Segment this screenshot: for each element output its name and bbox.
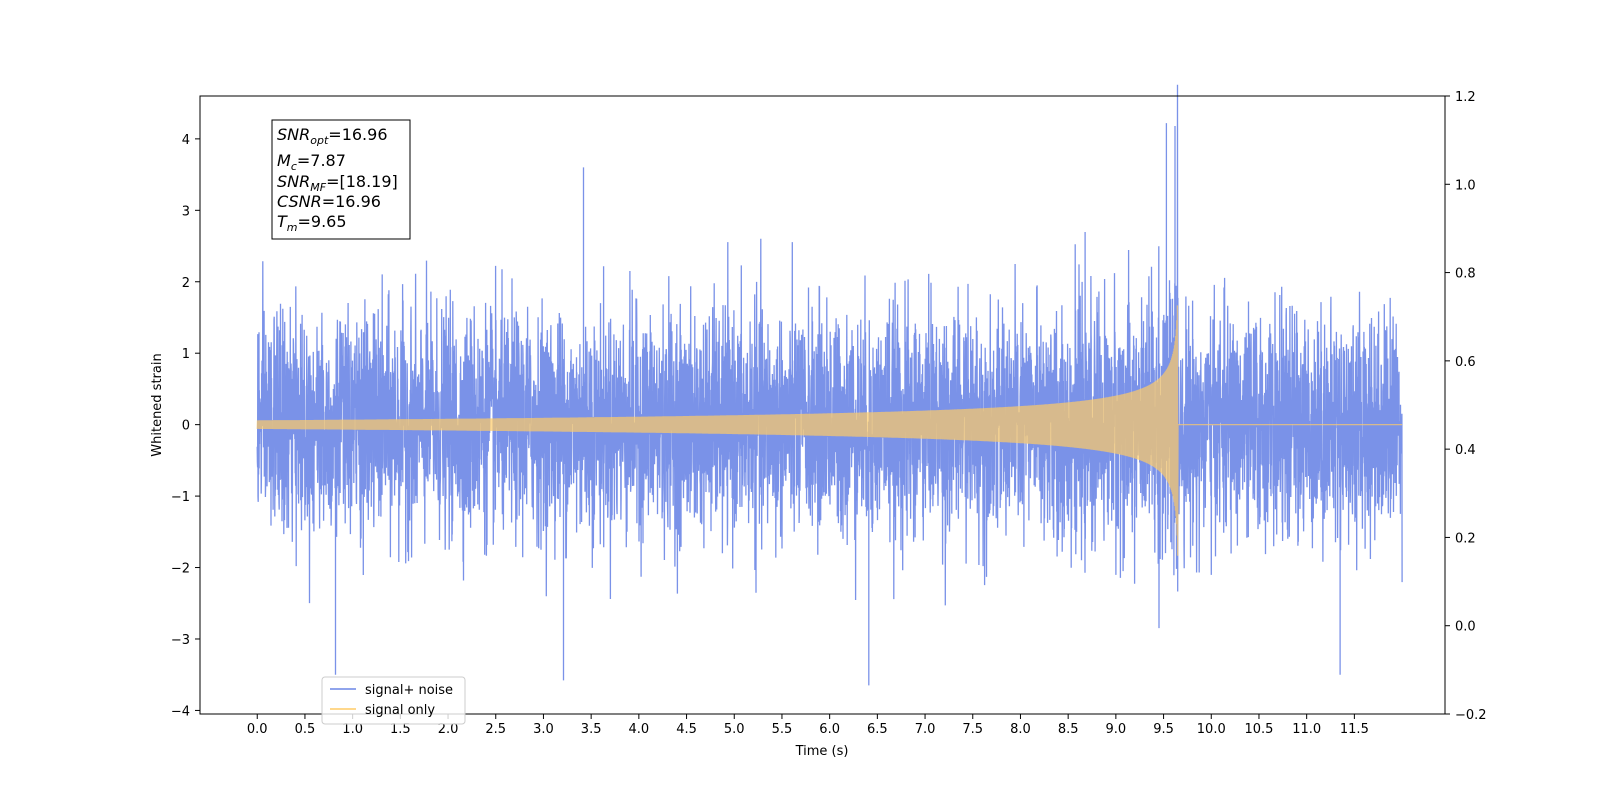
x-tick-label: 1.5 (390, 722, 411, 737)
x-tick-label: 11.5 (1340, 722, 1369, 737)
y-tick-label: −2 (171, 562, 190, 577)
x-tick-label: 5.0 (724, 722, 745, 737)
annotation-line: Mc=7.87 (277, 151, 346, 173)
y-tick-label: −1 (171, 490, 190, 505)
y2-tick-label: 0.0 (1455, 620, 1476, 635)
annotation-box: SNRopt=16.96 Mc=7.87SNRMF=[18.19]CSNR=16.… (271, 119, 411, 240)
x-tick-label: 3.0 (533, 722, 554, 737)
x-axis-label: Time (s) (795, 744, 849, 759)
y2-tick-label: 0.8 (1455, 267, 1476, 282)
annotation-line: Tm=9.65 (277, 212, 347, 234)
annotation-line: SNRopt=16.96 (277, 125, 388, 147)
y-tick-label: 3 (182, 204, 190, 219)
x-tick-label: 11.0 (1292, 722, 1321, 737)
x-tick-label: 4.5 (676, 722, 697, 737)
y-tick-label: 1 (182, 347, 190, 362)
y2-tick-label: 0.4 (1455, 443, 1476, 458)
x-axis: 0.0 0.5 1.0 1.5 2.0 2.5 3.0 3.5 4.0 4.5 5.0 5.5 6.0 6… (247, 714, 1369, 737)
y-tick-label: −3 (171, 633, 190, 648)
y2-tick-label: 0.2 (1455, 531, 1476, 546)
y-axis-right: −0.2 0.0 0.2 0.4 0.6 0.8 1.0 1.2 (1445, 90, 1487, 723)
x-tick-label: 5.5 (772, 722, 793, 737)
x-tick-label: 8.0 (1010, 722, 1031, 737)
legend: signal+ noise signal only (321, 676, 466, 725)
x-tick-label: 10.5 (1244, 722, 1273, 737)
x-tick-label: 4.0 (629, 722, 650, 737)
x-tick-label: 6.5 (867, 722, 888, 737)
y-tick-label: 2 (182, 276, 190, 291)
x-tick-label: 10.0 (1197, 722, 1226, 737)
signal-trace (256, 305, 1403, 556)
x-tick-label: 2.0 (438, 722, 459, 737)
x-tick-label: 0.5 (295, 722, 316, 737)
x-tick-label: 7.5 (962, 722, 983, 737)
x-tick-label: 0.0 (247, 722, 268, 737)
legend-label-noise: signal+ noise (365, 683, 453, 698)
y-axis-label: Whitened strain (150, 353, 165, 456)
signal-series-line (256, 305, 1403, 556)
x-tick-label: 1.0 (342, 722, 363, 737)
y2-tick-label: 0.6 (1455, 355, 1476, 370)
annotation-line: SNRMF=[18.19] (277, 172, 398, 194)
legend-label-signal: signal only (365, 703, 435, 718)
x-tick-label: 8.5 (1058, 722, 1079, 737)
x-tick-label: 7.0 (915, 722, 936, 737)
y-tick-label: 4 (182, 133, 190, 148)
x-tick-label: 3.5 (581, 722, 602, 737)
x-tick-label: 9.0 (1106, 722, 1127, 737)
y-tick-label: −4 (171, 704, 190, 719)
noise-series-line (256, 84, 1403, 686)
x-tick-label: 6.0 (819, 722, 840, 737)
y-tick-label: 0 (182, 419, 190, 434)
y2-tick-label: 1.2 (1455, 90, 1476, 105)
annotation-line: CSNR=16.96 (277, 192, 381, 211)
plot-frame (199, 95, 1446, 715)
y-axis-left: −4 −3 −2 −1 0 1 2 3 4 (171, 133, 200, 719)
noise-trace (256, 84, 1403, 686)
x-tick-label: 9.5 (1153, 722, 1174, 737)
x-tick-label: 2.5 (485, 722, 506, 737)
y2-tick-label: −0.2 (1455, 708, 1487, 723)
y2-tick-label: 1.0 (1455, 178, 1476, 193)
